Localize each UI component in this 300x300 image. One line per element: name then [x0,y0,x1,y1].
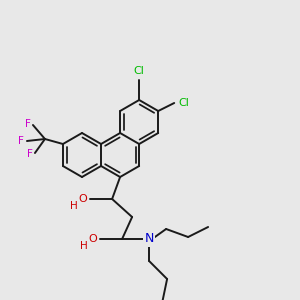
Text: F: F [25,119,31,129]
Text: Cl: Cl [179,98,190,108]
Text: F: F [27,149,33,159]
Text: O: O [89,234,98,244]
Text: F: F [18,136,24,146]
Text: O: O [79,194,88,204]
Text: H: H [80,241,88,251]
Text: Cl: Cl [134,66,145,76]
Text: N: N [144,232,154,245]
Text: H: H [70,201,78,211]
